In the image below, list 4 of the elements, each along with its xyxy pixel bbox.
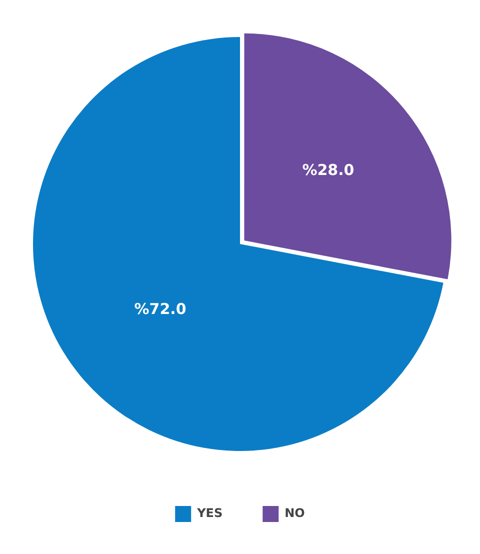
data-label: %28.0 (302, 160, 354, 179)
data-label: %72.0 (134, 300, 186, 318)
legend-label: NO (284, 506, 305, 520)
legend-label: YES (196, 506, 223, 520)
